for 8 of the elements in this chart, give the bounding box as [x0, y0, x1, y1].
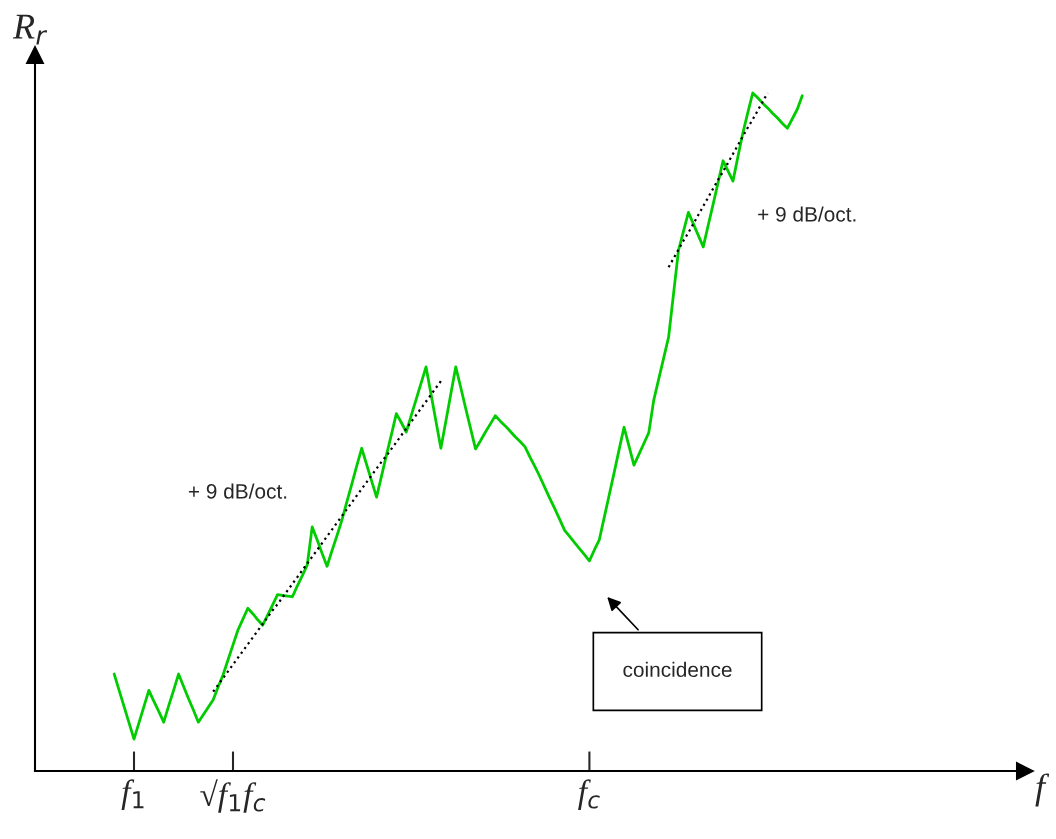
x-tick-label: f$_{1}$: [121, 779, 144, 810]
x-axis-title: f: [1035, 773, 1050, 807]
annotation: + 9 dB/oct.: [188, 483, 287, 499]
x-tick-label: √f$_{1}$f$_{c}$: [200, 779, 266, 813]
annotation: coincidence: [623, 661, 732, 678]
annotation: + 9 dB/oct.: [758, 206, 856, 222]
y-axis-title: R$_{r}$: [12, 14, 48, 45]
x-tick-label: f$_{c}$: [578, 779, 600, 810]
